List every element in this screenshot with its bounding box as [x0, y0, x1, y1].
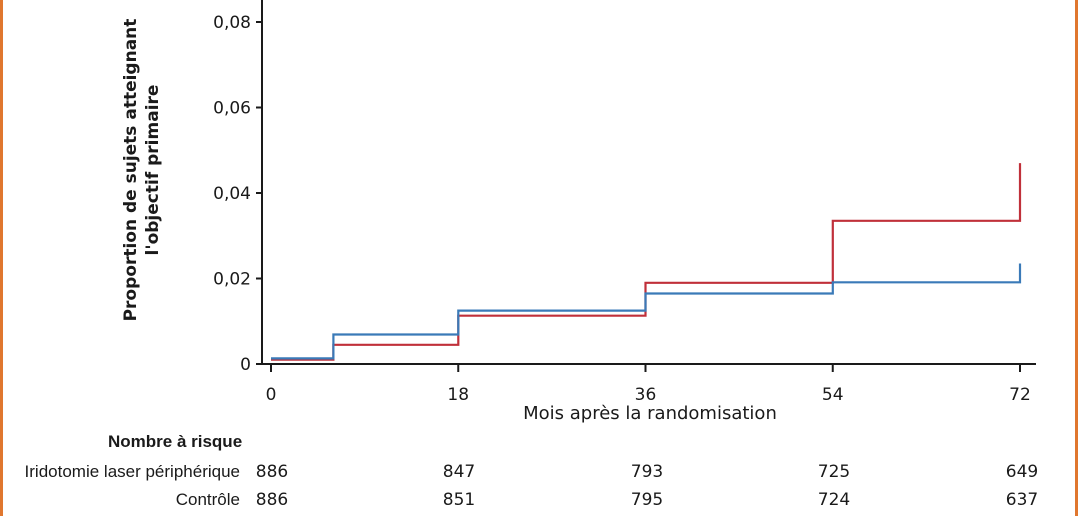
x-tick-label: 54 — [822, 385, 844, 400]
y-axis-label-line2: l'objectif primaire — [143, 84, 163, 256]
series-line-0 — [271, 163, 1022, 361]
risk-cell-controle-72: 637 — [1005, 490, 1039, 510]
x-tick-label: 0 — [266, 385, 277, 400]
risk-cell-controle-36: 795 — [630, 490, 664, 510]
frame-border-left — [0, 0, 3, 516]
series-line-1 — [271, 263, 1022, 360]
y-tick-label: 0,02 — [213, 270, 251, 290]
y-tick-label: 0,08 — [213, 13, 251, 33]
risk-cell-iridotomie-72: 649 — [1005, 462, 1039, 482]
risk-cell-iridotomie-54: 725 — [817, 462, 851, 482]
y-axis-label-line1: Proportion de sujets atteignant — [121, 18, 141, 322]
series-layer — [271, 163, 1022, 361]
frame-border-right — [1075, 0, 1078, 516]
risk-cell-iridotomie-36: 793 — [630, 462, 664, 482]
kaplan-meier-chart: 0 0,02 0,04 0,06 0,08 0 18 36 54 72 — [213, 0, 1036, 400]
x-axis-label: Mois après la randomisation — [523, 403, 777, 424]
y-tick-label: 0 — [240, 355, 251, 375]
risk-cell-controle-0: 886 — [255, 490, 289, 510]
risk-row-label-iridotomie: Iridotomie laser périphérique — [24, 462, 240, 481]
x-tick-label: 72 — [1009, 385, 1031, 400]
risk-cell-iridotomie-0: 886 — [255, 462, 289, 482]
risk-table-title: Nombre à risque — [108, 432, 243, 451]
y-tick-label: 0,04 — [213, 184, 251, 204]
y-tick-label: 0,06 — [213, 99, 251, 119]
risk-row-label-controle: Contrôle — [175, 490, 240, 509]
risk-cell-controle-54: 724 — [817, 490, 851, 510]
x-tick-label: 36 — [635, 385, 657, 400]
risk-cell-controle-18: 851 — [442, 490, 476, 510]
x-tick-label: 18 — [447, 385, 469, 400]
risk-cell-iridotomie-18: 847 — [442, 462, 476, 482]
axes: 0 0,02 0,04 0,06 0,08 0 18 36 54 72 — [213, 0, 1036, 400]
